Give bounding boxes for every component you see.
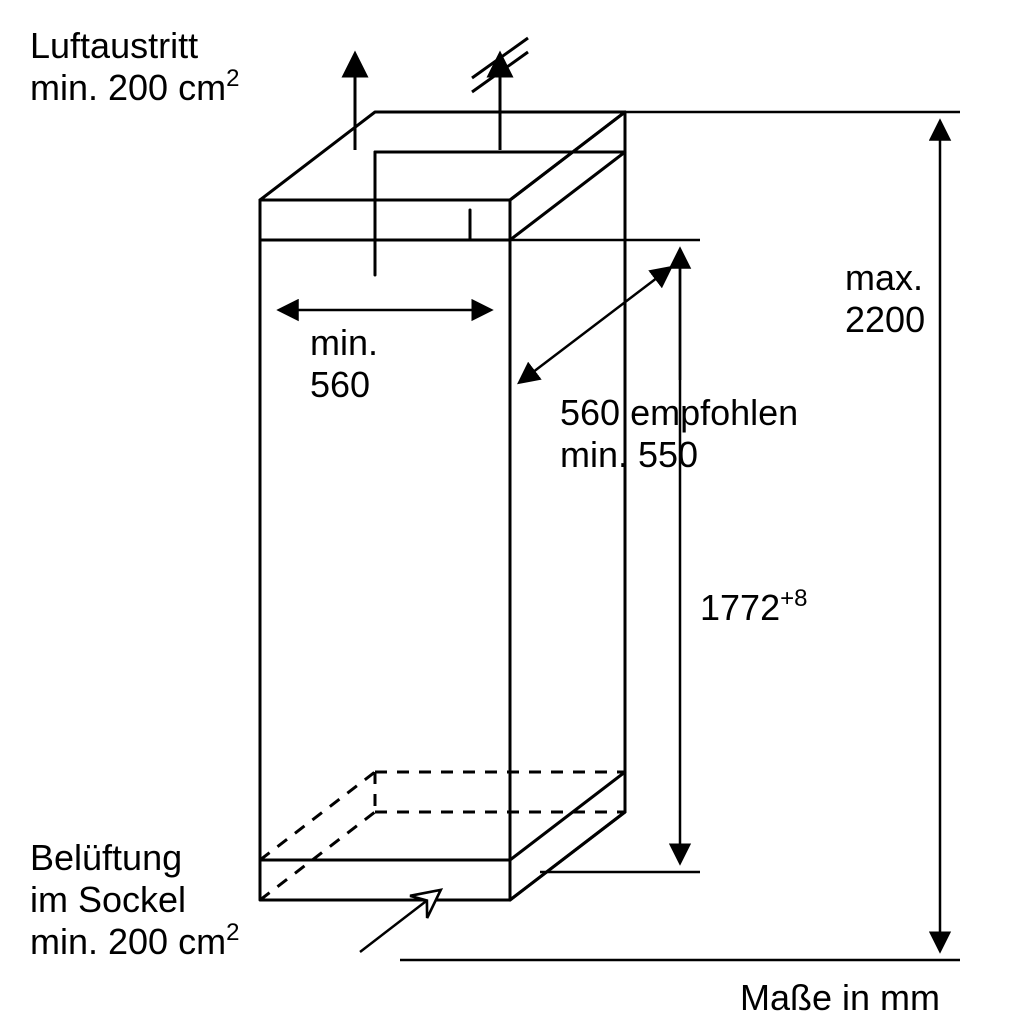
plinth-label-3: min. 200 cm2 (30, 919, 239, 962)
niche-height-label: 1772+8 (700, 585, 807, 628)
units-label: Maße in mm (740, 977, 940, 1018)
plinth-label-2: im Sockel (30, 879, 186, 920)
inner-width-label-2: 560 (310, 364, 370, 405)
air-outlet-arrows (355, 38, 528, 150)
installation-diagram: Luftaustritt min. 200 cm2 min. 560 560 e… (0, 0, 1024, 1024)
hidden-edges (260, 772, 625, 900)
cabinet-outline (260, 112, 625, 900)
plinth-label-1: Belüftung (30, 837, 182, 878)
depth-label-2: min. 550 (560, 434, 698, 475)
depth-dimension (520, 260, 680, 382)
max-height-label-2: 2200 (845, 299, 925, 340)
air-outlet-label-1: Luftaustritt (30, 25, 198, 66)
niche-height-dimension (510, 240, 700, 872)
depth-label-1: 560 empfohlen (560, 392, 798, 433)
inner-width-label-1: min. (310, 322, 378, 363)
air-outlet-label-2: min. 200 cm2 (30, 65, 239, 108)
max-height-label-1: max. (845, 257, 923, 298)
